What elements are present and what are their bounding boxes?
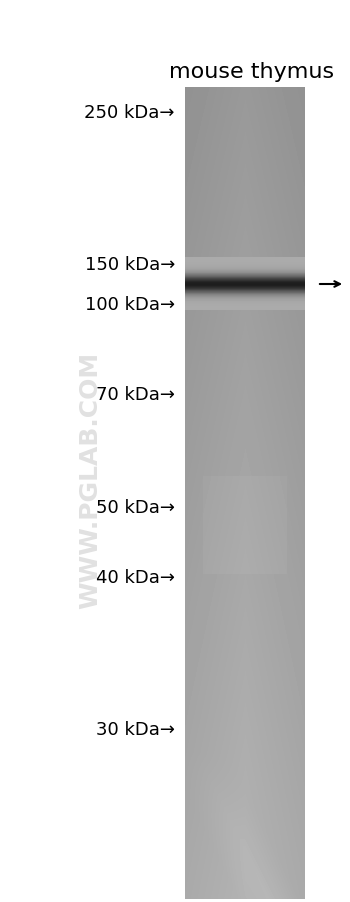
Text: WWW.PGLAB.COM: WWW.PGLAB.COM bbox=[78, 351, 102, 608]
Text: 30 kDa→: 30 kDa→ bbox=[96, 720, 175, 738]
Text: 50 kDa→: 50 kDa→ bbox=[96, 499, 175, 517]
Text: mouse thymus: mouse thymus bbox=[169, 62, 335, 82]
Text: 40 kDa→: 40 kDa→ bbox=[96, 568, 175, 586]
Text: 250 kDa→: 250 kDa→ bbox=[84, 104, 175, 122]
Text: 70 kDa→: 70 kDa→ bbox=[96, 385, 175, 403]
Text: 100 kDa→: 100 kDa→ bbox=[85, 296, 175, 314]
Text: 150 kDa→: 150 kDa→ bbox=[85, 255, 175, 273]
